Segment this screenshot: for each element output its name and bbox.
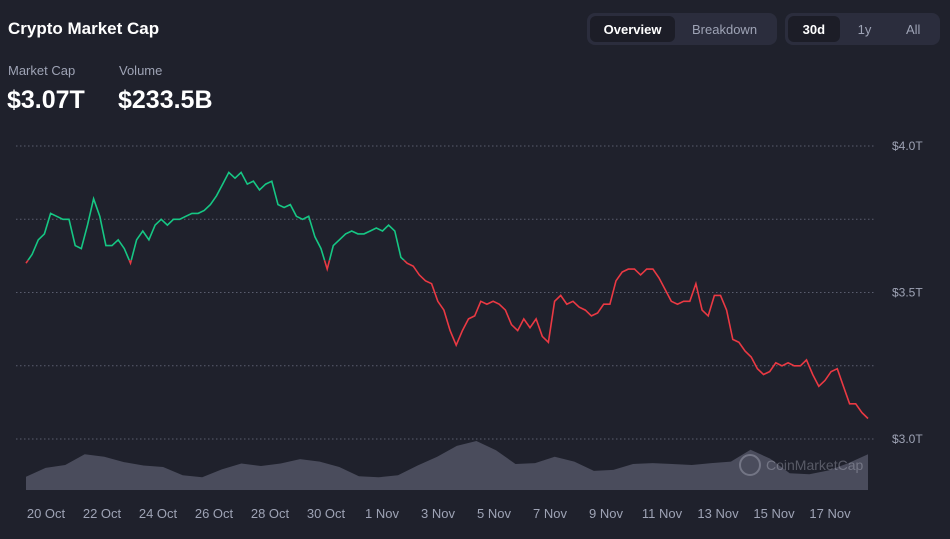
x-tick-label: 5 Nov <box>477 506 511 521</box>
tab-breakdown[interactable]: Breakdown <box>692 21 758 37</box>
tab-30d[interactable]: 30d <box>788 16 840 42</box>
watermark: CoinMarketCap <box>739 454 863 476</box>
x-tick-label: 1 Nov <box>365 506 399 521</box>
x-tick-label: 20 Oct <box>27 506 66 521</box>
tab-1y[interactable]: 1y <box>857 21 872 37</box>
range-tabs: 30d 1y All <box>785 13 940 45</box>
x-tick-label: 26 Oct <box>195 506 234 521</box>
volume-value: $233.5B <box>118 86 213 114</box>
tab-overview[interactable]: Overview <box>590 16 676 42</box>
x-tick-label: 7 Nov <box>533 506 567 521</box>
x-tick-label: 24 Oct <box>139 506 178 521</box>
market-cap-line-up <box>27 171 406 261</box>
x-tick-label: 28 Oct <box>251 506 290 521</box>
x-tick-label: 13 Nov <box>697 506 739 521</box>
volume-area <box>26 441 868 490</box>
volume-label: Volume <box>119 63 163 78</box>
x-tick-label: 11 Nov <box>642 506 683 521</box>
y-tick-label: $4.0T <box>892 139 923 153</box>
x-tick-label: 15 Nov <box>753 506 795 521</box>
watermark-text: CoinMarketCap <box>766 457 863 473</box>
coinmarketcap-logo-icon <box>739 454 761 476</box>
x-tick-label: 17 Nov <box>809 506 851 521</box>
market-cap-line-down <box>25 260 869 420</box>
x-tick-label: 22 Oct <box>83 506 122 521</box>
y-tick-label: $3.0T <box>892 432 923 446</box>
y-tick-label: $3.5T <box>892 286 923 300</box>
x-tick-label: 9 Nov <box>589 506 623 521</box>
x-tick-label: 3 Nov <box>421 506 455 521</box>
tab-all[interactable]: All <box>905 21 921 37</box>
market-cap-label: Market Cap <box>8 63 76 78</box>
page-title: Crypto Market Cap <box>8 19 160 38</box>
market-cap-value: $3.07T <box>7 86 85 114</box>
view-tabs: Overview Breakdown <box>587 13 777 45</box>
x-tick-label: 30 Oct <box>307 506 346 521</box>
